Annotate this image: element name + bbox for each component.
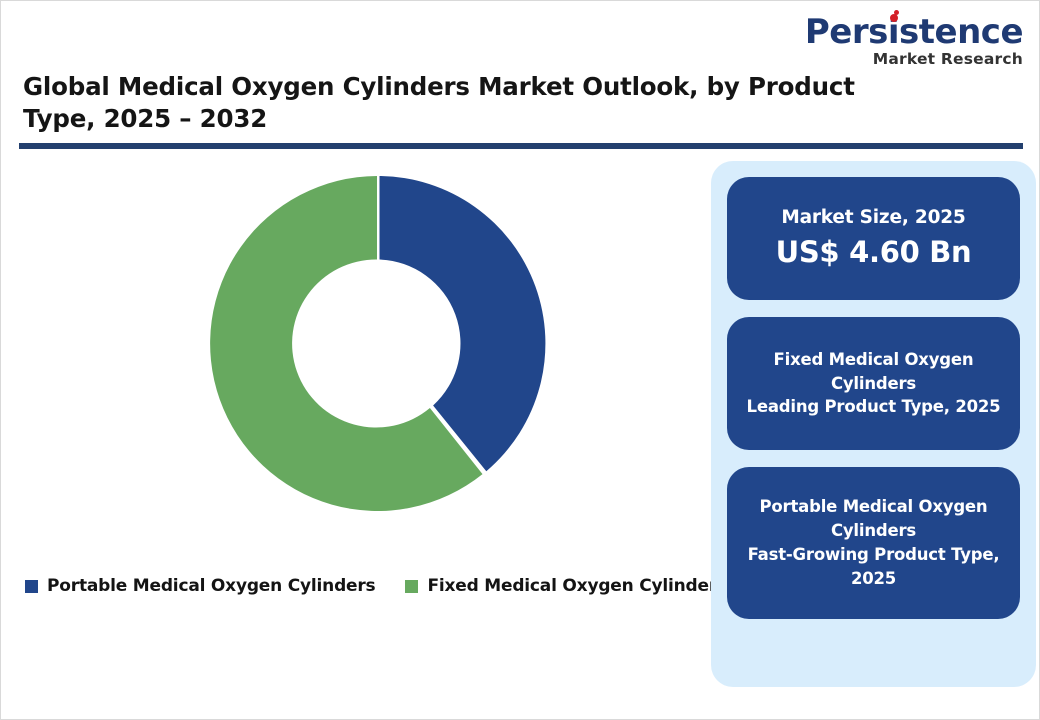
brand-accent-dot-icon bbox=[889, 10, 899, 22]
legend-item-portable: Portable Medical Oxygen Cylinders bbox=[25, 576, 376, 596]
leading-type-line1: Fixed Medical Oxygen bbox=[773, 349, 974, 369]
fast-growing-line4: 2025 bbox=[850, 568, 897, 588]
legend-label-fixed: Fixed Medical Oxygen Cylinders bbox=[427, 576, 727, 596]
legend-swatch-icon-fixed bbox=[405, 579, 419, 593]
fast-growing-line3: Fast-Growing Product Type, bbox=[747, 545, 1000, 564]
brand-name: Persistence bbox=[804, 12, 1024, 52]
market-size-value: US$ 4.60 Bn bbox=[775, 235, 972, 270]
market-size-label: Market Size, 2025 bbox=[781, 207, 966, 229]
page-title: Global Medical Oxygen Cylinders Market O… bbox=[23, 72, 855, 133]
fast-growing-line1: Portable Medical Oxygen bbox=[759, 497, 988, 517]
donut-slice-portable bbox=[379, 176, 546, 472]
highlights-panel: Market Size, 2025 US$ 4.60 Bn Fixed Medi… bbox=[711, 161, 1036, 687]
stat-card-fast-growing-product-type: Portable Medical Oxygen Cylinders Fast-G… bbox=[727, 467, 1020, 619]
chart-region: Portable Medical Oxygen Cylinders Fixed … bbox=[21, 161, 727, 631]
leading-type-line3: Leading Product Type, 2025 bbox=[746, 397, 1001, 417]
brand-tagline: Market Research bbox=[872, 50, 1023, 68]
donut-chart-svg bbox=[210, 176, 546, 511]
donut-slice-fixed bbox=[210, 176, 483, 511]
stat-card-market-size: Market Size, 2025 US$ 4.60 Bn bbox=[727, 177, 1020, 300]
fast-growing-line2: Cylinders bbox=[830, 521, 917, 541]
stat-card-leading-product-type: Fixed Medical Oxygen Cylinders Leading P… bbox=[727, 317, 1020, 450]
legend-label-portable: Portable Medical Oxygen Cylinders bbox=[47, 576, 376, 596]
donut-chart bbox=[207, 171, 552, 516]
legend-item-fixed: Fixed Medical Oxygen Cylinders bbox=[405, 576, 727, 596]
chart-legend: Portable Medical Oxygen Cylinders Fixed … bbox=[25, 576, 727, 596]
legend-swatch-icon-portable bbox=[25, 579, 39, 593]
leading-type-line2: Cylinders bbox=[830, 373, 917, 393]
title-divider bbox=[19, 143, 1023, 149]
brand-logo: Persistence Market Research bbox=[804, 10, 1024, 68]
